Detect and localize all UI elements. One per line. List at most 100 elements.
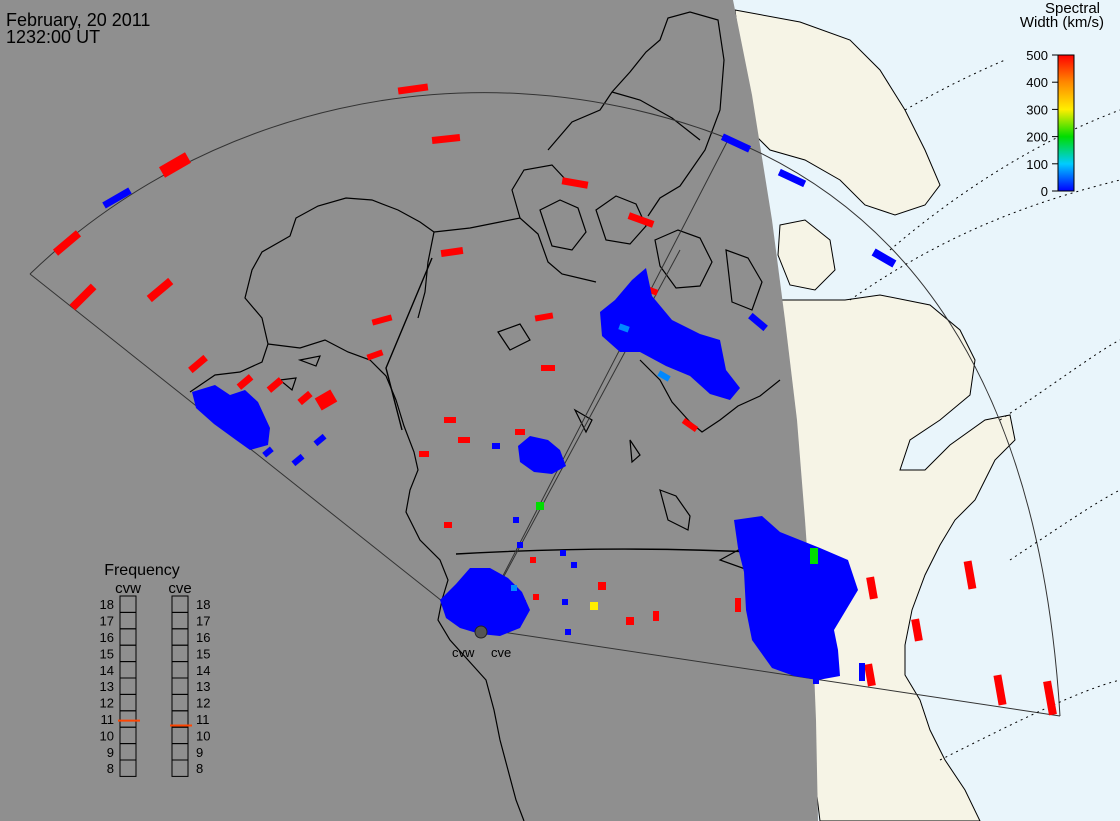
- scatter-cell: [810, 548, 818, 564]
- frequency-title: Frequency: [104, 562, 180, 579]
- frequency-scale-label-left: 11: [101, 712, 115, 727]
- frequency-scale-label-left: 18: [100, 597, 114, 612]
- scatter-cell: [533, 594, 539, 600]
- scatter-cell: [777, 168, 807, 188]
- color-scale-bar: [1057, 54, 1075, 192]
- night-terminator: [0, 0, 818, 821]
- land-daylight: [734, 9, 1016, 821]
- scatter-cell: [657, 370, 671, 382]
- scatter-cell: [571, 562, 577, 568]
- color-scale-tick-label: 100: [1026, 157, 1048, 172]
- frequency-scale-label-left: 16: [100, 630, 114, 645]
- frequency-scale-label-left: 9: [107, 745, 114, 760]
- scatter-cell: [69, 283, 97, 311]
- scatter-cell: [431, 134, 461, 144]
- frequency-scale-label-right: 17: [196, 614, 210, 629]
- legend-title-line1: Spectral: [1045, 0, 1100, 17]
- radar-site-label-cvw: cvw: [452, 645, 475, 660]
- scatter-region: [518, 436, 566, 474]
- scatter-region: [192, 385, 270, 450]
- frequency-scale-label-left: 17: [100, 614, 114, 629]
- scatter-cell: [1043, 680, 1057, 716]
- frequency-scale-label-right: 9: [196, 745, 203, 760]
- scatter-cell: [297, 390, 313, 406]
- scatter-cell: [517, 542, 523, 548]
- scatter-cell: [262, 446, 274, 458]
- scatter-cell: [458, 437, 470, 443]
- color-scale-tick-label: 500: [1026, 48, 1048, 63]
- scatter-cell: [963, 560, 977, 590]
- backscatter-layer: [52, 83, 1057, 716]
- color-scale-tick-label: 300: [1026, 102, 1048, 117]
- scatter-cell: [560, 550, 566, 556]
- scatter-cell: [440, 247, 464, 257]
- scatter-cell: [314, 389, 338, 411]
- scatter-region: [734, 516, 858, 680]
- scatter-cell: [561, 177, 589, 189]
- legend-title-line2: Width (km/s): [1020, 14, 1104, 31]
- scatter-cell: [720, 133, 752, 153]
- time-label: 1232:00 UT: [6, 27, 100, 47]
- scatter-cell: [236, 374, 254, 390]
- scatter-cell: [444, 417, 456, 423]
- scatter-cell: [681, 417, 699, 433]
- scatter-cell: [536, 502, 544, 510]
- scatter-cell: [291, 453, 305, 467]
- frequency-scale-label-right: 8: [196, 761, 203, 776]
- frequency-scale-label-right: 15: [196, 646, 210, 661]
- color-scale-ticks: 500 400 300 200 100 0: [1026, 48, 1058, 199]
- frequency-scale-label-left: 14: [100, 663, 114, 678]
- scatter-cell: [911, 618, 923, 642]
- scatter-cell: [748, 312, 768, 332]
- frequency-scale-label-right: 14: [196, 663, 210, 678]
- radar-site-markers: cvw cve: [452, 625, 511, 660]
- scatter-cell: [735, 598, 741, 612]
- frequency-scale-label-right: 16: [196, 630, 210, 645]
- scatter-cell: [590, 602, 598, 610]
- scatter-cell: [626, 617, 634, 625]
- radar-site-label-cve: cve: [491, 645, 511, 660]
- color-scale-tick-label: 0: [1041, 184, 1048, 199]
- scatter-cell: [52, 230, 82, 256]
- scatter-cell: [444, 522, 452, 528]
- frequency-scale-label-left: 8: [107, 761, 114, 776]
- scatter-cell: [866, 576, 878, 600]
- scatter-cell: [864, 663, 876, 687]
- lat-lon-grid: [849, 59, 1120, 761]
- frequency-scale-label-right: 18: [196, 597, 210, 612]
- frequency-radar-cve: cve: [168, 580, 191, 597]
- frequency-cell: [119, 759, 137, 777]
- coastlines: [189, 11, 781, 821]
- frequency-cell: [171, 759, 189, 777]
- frequency-scale-label-right: 13: [196, 679, 210, 694]
- frequency-scale-label-right: 10: [196, 728, 210, 743]
- scatter-cell: [598, 582, 606, 590]
- frequency-scale-label-left: 10: [100, 728, 114, 743]
- scatter-cell: [618, 323, 630, 333]
- scatter-cell: [859, 663, 865, 681]
- frequency-scale-label-left: 13: [100, 679, 114, 694]
- scatter-cell: [993, 674, 1007, 706]
- color-scale-tick-label: 200: [1026, 130, 1048, 145]
- scatter-cell: [397, 83, 429, 95]
- scatter-cell: [565, 629, 571, 635]
- frequency-scale-label-right: 12: [196, 696, 210, 711]
- scatter-cell: [371, 314, 393, 326]
- scatter-region: [440, 568, 530, 636]
- scatter-cell: [102, 187, 132, 209]
- scatter-cell: [534, 312, 554, 322]
- frequency-scale-label-left: 15: [100, 646, 114, 661]
- scatter-cell: [515, 429, 525, 435]
- scatter-cell: [492, 443, 500, 449]
- scatter-region: [600, 268, 740, 400]
- frequency-scale-label-left: 12: [100, 696, 114, 711]
- scatter-cell: [530, 557, 536, 563]
- color-scale-legend: Spectral Width (km/s) 500 400 300 200 100 0: [1020, 0, 1104, 199]
- scatter-cell: [266, 377, 284, 393]
- scatter-cell: [366, 349, 384, 361]
- frequency-scale-label-right: 11: [196, 712, 210, 727]
- scatter-cell: [562, 599, 568, 605]
